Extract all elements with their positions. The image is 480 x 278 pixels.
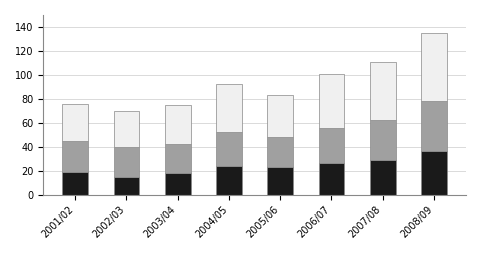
Bar	[216, 132, 241, 166]
Bar	[165, 173, 190, 195]
Bar	[216, 85, 241, 132]
Bar	[420, 152, 446, 195]
Bar	[267, 167, 292, 195]
Bar	[216, 166, 241, 195]
Bar	[369, 120, 395, 160]
Bar	[165, 105, 190, 144]
Bar	[318, 163, 344, 195]
Bar	[318, 74, 344, 128]
Bar	[318, 128, 344, 163]
Bar	[113, 177, 139, 195]
Bar	[267, 95, 292, 137]
Bar	[62, 104, 88, 141]
Bar	[113, 147, 139, 177]
Bar	[62, 172, 88, 195]
Bar	[113, 111, 139, 147]
Bar	[420, 33, 446, 101]
Bar	[165, 144, 190, 173]
Bar	[369, 160, 395, 195]
Bar	[420, 101, 446, 152]
Bar	[369, 62, 395, 120]
Bar	[62, 141, 88, 172]
Bar	[267, 137, 292, 167]
